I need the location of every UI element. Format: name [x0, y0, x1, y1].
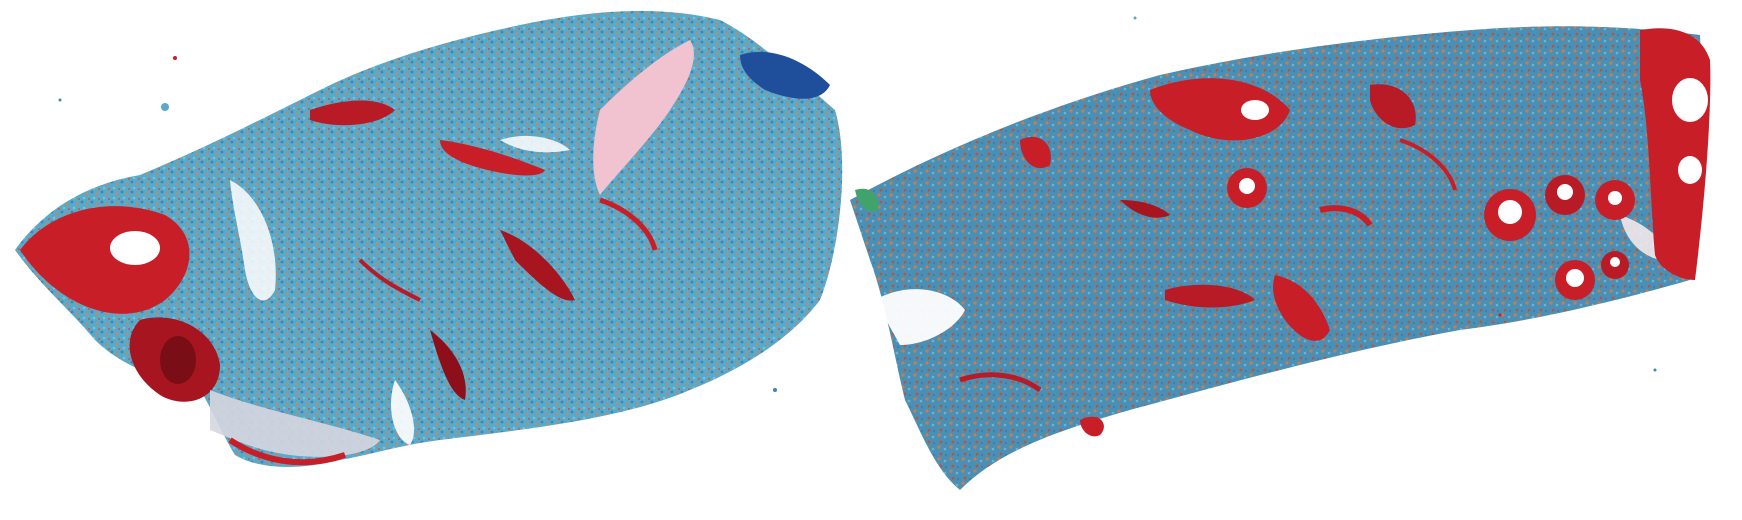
right-airway-ring [1484, 189, 1536, 241]
right-vessel [1273, 275, 1330, 341]
left-collagen-band [593, 40, 694, 195]
left-dense-blue-region [740, 51, 830, 99]
left-tissue-section [15, 10, 843, 467]
right-vessel-lumen [1241, 100, 1269, 120]
right-vessel [1165, 284, 1255, 308]
left-vessel [430, 330, 466, 400]
left-gap [500, 135, 570, 153]
right-tissue-section [850, 16, 1711, 490]
stray-cell [1498, 313, 1502, 317]
left-pleura-strip [210, 390, 380, 457]
stray-cell [1653, 368, 1657, 372]
right-vessel [1319, 205, 1373, 227]
right-vessel-cluster [1370, 84, 1416, 129]
right-vessel [959, 372, 1042, 393]
right-green-region [855, 188, 879, 212]
right-airway-ring [1595, 180, 1635, 220]
left-vessel [599, 197, 658, 251]
right-vessel-cluster [1150, 78, 1290, 141]
left-gap [390, 380, 415, 445]
left-vessel [440, 140, 545, 176]
left-airway-lumen [110, 231, 160, 265]
right-edge-lumen [1678, 156, 1702, 184]
left-vessel [500, 230, 575, 301]
right-airway-ring [1227, 168, 1267, 208]
stray-cell [773, 388, 777, 392]
left-pleura-red [228, 437, 346, 466]
right-vessel [1020, 136, 1051, 169]
right-airway-ring [1601, 251, 1629, 279]
left-vessel [358, 258, 421, 302]
right-section-body [850, 26, 1703, 490]
stray-cell [161, 103, 169, 111]
right-edge-lumen [1672, 78, 1708, 122]
left-airway-core [160, 336, 196, 384]
right-vessel [1080, 416, 1104, 437]
right-vessel [1120, 200, 1170, 218]
stray-cell [173, 56, 177, 60]
left-airway-upper [20, 206, 190, 314]
right-airway-ring [1555, 260, 1595, 300]
right-gap [1620, 215, 1663, 260]
stray-cell [58, 98, 62, 102]
left-vessel [310, 100, 395, 126]
left-gap [230, 180, 276, 301]
right-gap [875, 289, 965, 345]
right-vessel [1399, 138, 1457, 191]
right-airway-ring [1545, 175, 1585, 215]
stray-cell [1133, 16, 1137, 20]
